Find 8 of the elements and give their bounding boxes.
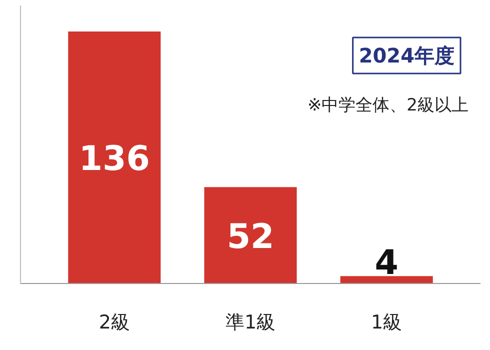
text: 2024年度 <box>358 44 455 68</box>
data-label: 136 <box>78 138 150 179</box>
data-label: 52 <box>226 216 274 257</box>
x-tick-label: 準1級 <box>225 312 276 334</box>
annotation: ※中学全体、2級以上 <box>307 96 468 116</box>
data-label: 4 <box>374 243 398 284</box>
x-tick-label: 1級 <box>371 312 402 334</box>
x-tick-label: 2級 <box>98 312 130 334</box>
